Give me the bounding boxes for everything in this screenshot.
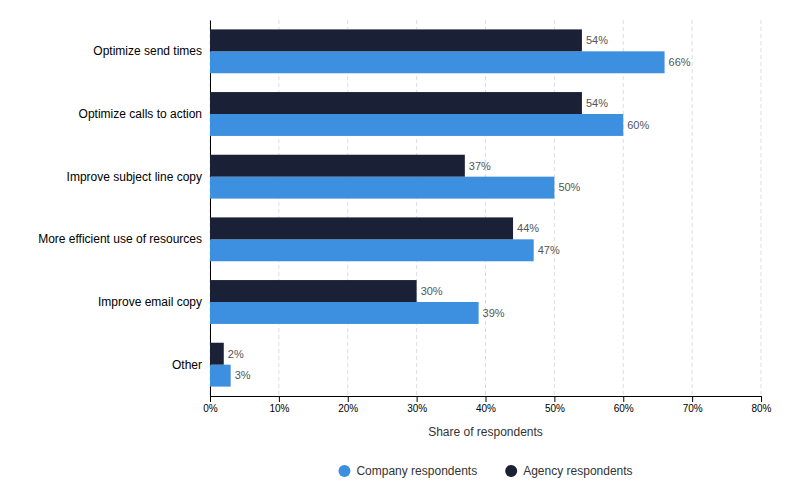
- x-tick-mark: [486, 396, 487, 402]
- x-axis-line: [211, 397, 762, 403]
- y-tick-label: Improve subject line copy: [67, 170, 202, 184]
- y-axis: Other Improve email copy More efficient us…: [38, 21, 210, 397]
- x-tick-label: 40%: [476, 403, 496, 414]
- data-label: 30%: [421, 285, 443, 297]
- legend-label: Company respondents: [356, 464, 477, 478]
- legend: Company respondents Agency respondents: [338, 464, 632, 478]
- x-tick: 10%: [269, 396, 289, 414]
- data-label: 50%: [558, 181, 580, 193]
- data-label: 44%: [517, 222, 539, 234]
- y-tick-label: Optimize send times: [93, 44, 202, 58]
- data-label: 66%: [669, 56, 691, 68]
- data-label: 37%: [469, 160, 491, 172]
- chart: 0% 10% 20% 30% 40% 50% 60% 70% 80% Other Improve e…: [0, 0, 811, 496]
- x-tick: 20%: [338, 396, 358, 414]
- x-tick-label: 30%: [407, 403, 427, 414]
- data-label: 39%: [483, 307, 505, 319]
- bar: [210, 92, 582, 114]
- data-labels: 3% 39% 47% 50% 60% 66% 2% 30% 44% 37% 54% 54%: [228, 34, 691, 381]
- x-tick: 80%: [751, 396, 771, 414]
- x-tick-mark: [623, 396, 624, 402]
- bar: [210, 114, 623, 136]
- y-tick-label: Other: [172, 358, 202, 372]
- bar: [210, 343, 224, 365]
- grid-line: [485, 20, 486, 396]
- y-tick: Other: [172, 358, 202, 372]
- legend-label: Agency respondents: [523, 464, 632, 478]
- bar: [210, 29, 582, 51]
- x-tick: 50%: [545, 396, 565, 414]
- x-tick-mark: [417, 396, 418, 402]
- x-tick: 30%: [407, 396, 427, 414]
- data-label: 54%: [586, 34, 608, 46]
- x-tick-label: 0%: [203, 403, 218, 414]
- grid-line: [692, 20, 693, 396]
- x-tick-label: 20%: [338, 403, 358, 414]
- x-tick-mark: [554, 396, 555, 402]
- y-tick: Improve email copy: [98, 295, 202, 309]
- x-axis: 0% 10% 20% 30% 40% 50% 60% 70% 80%: [203, 396, 771, 414]
- x-tick-mark: [210, 396, 211, 402]
- grid-line: [623, 20, 624, 396]
- grid: [210, 20, 761, 396]
- y-tick: Optimize send times: [93, 44, 202, 58]
- x-tick-label: 60%: [614, 403, 634, 414]
- grid-line: [210, 20, 211, 396]
- x-tick-label: 70%: [683, 403, 703, 414]
- grid-line: [761, 20, 762, 396]
- bar: [210, 177, 554, 199]
- y-tick: More efficient use of resources: [38, 232, 202, 246]
- y-axis-line: [210, 21, 211, 397]
- grid-line: [347, 20, 348, 396]
- x-tick-mark: [279, 396, 280, 402]
- y-tick: Improve subject line copy: [67, 170, 202, 184]
- grid-line: [416, 20, 417, 396]
- x-tick-label: 50%: [545, 403, 565, 414]
- legend-item: Company respondents: [338, 464, 477, 478]
- grid-line: [554, 20, 555, 396]
- x-tick: 0%: [203, 396, 218, 414]
- data-label: 3%: [235, 369, 251, 381]
- bar: [210, 155, 465, 177]
- data-label: 47%: [538, 244, 560, 256]
- legend-marker: [338, 465, 350, 477]
- legend-item: Agency respondents: [505, 464, 632, 478]
- x-tick: 60%: [614, 396, 634, 414]
- y-tick-label: Optimize calls to action: [79, 107, 202, 121]
- y-tick-label: Improve email copy: [98, 295, 202, 309]
- data-label: 54%: [586, 97, 608, 109]
- x-tick-label: 10%: [269, 403, 289, 414]
- bar: [210, 365, 231, 387]
- x-tick-label: 80%: [751, 403, 771, 414]
- grid-line: [278, 20, 279, 396]
- x-tick-mark: [348, 396, 349, 402]
- y-tick: Optimize calls to action: [79, 107, 202, 121]
- data-label: 2%: [228, 348, 244, 360]
- bars: [210, 29, 665, 386]
- x-tick: 70%: [683, 396, 703, 414]
- bar: [210, 217, 513, 239]
- bar: [210, 302, 479, 324]
- x-tick: 40%: [476, 396, 496, 414]
- x-axis-title: Share of respondents: [428, 425, 543, 439]
- bar: [210, 280, 417, 302]
- x-tick-mark: [761, 396, 762, 402]
- bar: [210, 239, 534, 261]
- data-label: 60%: [627, 119, 649, 131]
- x-tick-mark: [692, 396, 693, 402]
- legend-marker: [505, 465, 517, 477]
- bar: [210, 51, 665, 73]
- y-tick-label: More efficient use of resources: [38, 232, 202, 246]
- plot: 0% 10% 20% 30% 40% 50% 60% 70% 80% Other Improve e…: [38, 20, 771, 439]
